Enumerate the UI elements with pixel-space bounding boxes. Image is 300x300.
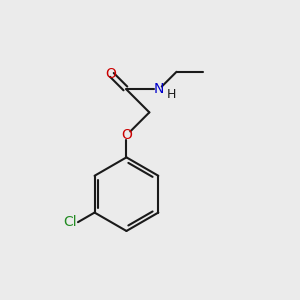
Text: O: O	[121, 128, 132, 142]
Text: N: N	[154, 82, 164, 97]
Text: H: H	[167, 88, 176, 101]
Text: Cl: Cl	[63, 215, 76, 229]
Text: O: O	[105, 67, 116, 81]
